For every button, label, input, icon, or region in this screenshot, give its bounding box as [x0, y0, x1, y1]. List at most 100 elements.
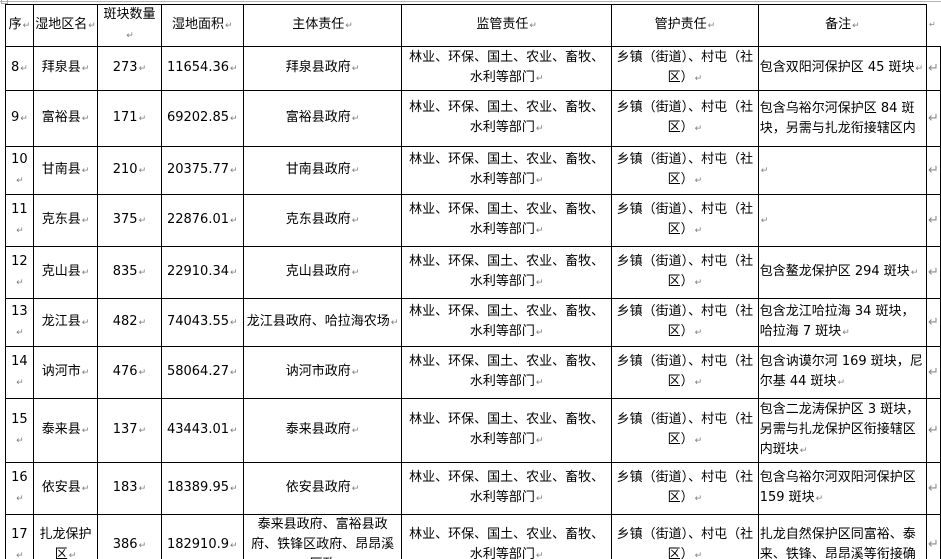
cell-main: 泰来县政府↵	[242, 398, 403, 463]
row-end-mark: ↵	[926, 90, 941, 147]
cell-seq: 14 ↵	[5, 346, 34, 399]
cell-remark: 包含鳌龙保护区 294 斑块↵	[757, 246, 928, 299]
cell-patches: 183↵	[97, 462, 162, 515]
cell-text: 375	[112, 212, 138, 227]
table-handle-artifact	[1, 0, 8, 4]
cell-text: 273	[112, 60, 138, 75]
table-row: 17↵ 扎龙保护区↵ 386↵ 182910.9↵ 泰来县政府、富裕县政府、铁锋区政府、…	[5, 514, 941, 559]
table-row: 10↵ 甘南县↵ 210↵ 20375.77↵ 甘南县政府↵ 林业、环保、国土、农业、畜牧…	[5, 146, 941, 195]
column-header-patches: 斑块数量 ↵	[97, 4, 162, 47]
cell-area: 22910.34↵	[160, 246, 244, 299]
cell-text: 74043.55	[166, 314, 229, 329]
cell-district: 龙江县↵	[32, 298, 99, 347]
cell-remark: 包含龙江哈拉海 34 斑块，哈拉海 7 斑块↵	[757, 298, 928, 347]
table-row: 12↵ 克山县↵ 835↵ 22910.34↵ 克山县政府↵ 林业、环保、国土、农业、畜牧…	[5, 246, 941, 299]
cell-text: 13	[11, 304, 28, 319]
pilcrow-mark: ↵	[694, 436, 703, 446]
cell-text: 17	[11, 526, 28, 542]
cell-remark: 包含双阳河保护区 45 斑块↵	[757, 46, 928, 91]
cell-text: 9	[11, 110, 20, 125]
pilcrow-mark: ↵	[16, 378, 24, 388]
cell-text: 林业、环保、国土、农业、畜牧、水利等部门	[409, 470, 605, 505]
cell-text: 扎龙保护区	[39, 526, 92, 559]
pilcrow-mark: ↵	[707, 21, 716, 31]
column-header-supervision: 监管责任↵	[401, 4, 613, 47]
table-row: 15↵ 泰来县↵ 137↵ 43443.01↵ 泰来县政府↵ 林业、环保、国土、农业、畜牧…	[5, 398, 941, 463]
cell-text: 22876.01	[166, 212, 229, 227]
cell-text: 乡镇（街道）、村屯（社区）	[616, 100, 754, 135]
cell-text: 11654.36	[166, 60, 229, 75]
cell-text: 482	[112, 314, 138, 329]
cell-area: 43443.01↵	[160, 398, 244, 463]
cell-area: 11654.36↵	[160, 46, 244, 91]
cell-remark: 包含乌裕尔河双阳河保护区 159 斑块↵	[757, 462, 928, 515]
cell-seq: 16 ↵	[5, 462, 34, 515]
cell-text: 包含讷谟尔河 169 斑块，尼尔基 44 斑块	[759, 354, 923, 389]
row-end-mark: ↵	[926, 46, 941, 91]
pilcrow-mark: ↵	[16, 176, 24, 186]
cell-patches: 835↵	[97, 246, 162, 299]
cell-supervision: 林业、环保、国土、农业、畜牧、水利等部门↵	[401, 346, 613, 399]
row-end-mark: ↵	[926, 146, 941, 195]
cell-main: 甘南县政府↵	[242, 146, 403, 195]
pilcrow-mark: ↵	[694, 328, 703, 338]
cell-text: 拜泉县	[41, 60, 81, 75]
cell-text: 10	[11, 152, 28, 167]
table-row: 9↵ 富裕县↵ 171↵ 69202.85↵ 富裕县政府↵ 林业、环保、国土、农业、畜牧、…	[5, 90, 941, 147]
cell-text: 386	[112, 536, 138, 552]
cell-text: 龙江县政府、哈拉海农场	[246, 314, 390, 329]
cell-main: 依安县政府↵	[242, 462, 403, 515]
pilcrow-mark: ↵	[535, 494, 544, 504]
cell-text: 讷河市	[41, 364, 81, 379]
pilcrow-mark: ↵	[535, 550, 544, 559]
cell-text: 克东县政府	[285, 212, 351, 227]
pilcrow-mark: ↵	[351, 64, 360, 74]
pilcrow-mark: ↵	[81, 114, 90, 124]
cell-area: 74043.55↵	[160, 298, 244, 347]
cell-area: 20375.77↵	[160, 146, 244, 195]
cell-supervision: 林业、环保、国土、农业、畜牧、水利等部门↵	[401, 514, 613, 559]
cell-text: 210	[112, 162, 138, 177]
cell-text: 58064.27	[166, 364, 229, 379]
cell-text: 林业、环保、国土、农业、畜牧、水利等部门	[409, 254, 605, 289]
cell-text: 甘南县政府	[285, 162, 351, 177]
cell-area: 22876.01↵	[160, 194, 244, 247]
cell-text: 泰来县政府、富裕县政府、铁锋区政府、昂昂溪区政	[251, 517, 395, 559]
pilcrow-mark: ↵	[81, 426, 90, 436]
cell-remark: 包含乌裕尔河保护区 84 斑块，另需与扎龙衔接辖区内	[757, 90, 928, 147]
cell-management: 乡镇（街道）、村屯（社区）↵	[611, 46, 759, 91]
pilcrow-mark: ↵	[694, 226, 703, 236]
cell-seq: 13 ↵	[5, 298, 34, 347]
cell-management: 乡镇（街道）、村屯（社区）↵	[611, 90, 759, 147]
cell-text: 扎龙自然保护区同富裕、泰来、铁锋、昂昂溪等衔接确	[759, 527, 916, 559]
cell-district: 甘南县↵	[32, 146, 99, 195]
cell-seq: 8↵	[5, 46, 34, 91]
pilcrow-mark: ↵	[138, 114, 147, 124]
pilcrow-mark: ↵	[230, 368, 238, 378]
cell-text: 包含乌裕尔河双阳河保护区 159 斑块	[759, 470, 916, 505]
pilcrow-mark: ↵	[760, 216, 769, 226]
pilcrow-mark: ↵	[138, 540, 147, 551]
pilcrow-mark: ↵	[915, 64, 924, 74]
cell-text: 林业、环保、国土、农业、畜牧、水利等部门	[409, 152, 605, 187]
pilcrow-mark: ↵	[230, 268, 238, 278]
cell-district: 泰来县↵	[32, 398, 99, 463]
pilcrow-mark: ↵	[351, 216, 360, 226]
cell-text: 835	[112, 264, 138, 279]
cell-text: 泰来县政府	[285, 422, 351, 437]
pilcrow-mark: ↵	[138, 64, 147, 74]
pilcrow-mark: ↵	[16, 278, 24, 288]
cell-text: 182910.9	[166, 536, 229, 552]
cell-management: 乡镇（街道）、村屯（社区）↵	[611, 514, 759, 559]
cell-text: 171	[112, 110, 138, 125]
column-header-seq: 序↵	[5, 4, 34, 47]
pilcrow-mark: ↵	[230, 540, 238, 551]
pilcrow-mark: ↵	[20, 114, 28, 124]
cell-main: 龙江县政府、哈拉海农场↵	[242, 298, 403, 347]
header-label: 湿地区名	[35, 17, 88, 32]
pilcrow-mark: ↵	[351, 166, 360, 176]
cell-supervision: 林业、环保、国土、农业、畜牧、水利等部门↵	[401, 194, 613, 247]
cell-district: 克山县↵	[32, 246, 99, 299]
header-label: 湿地面积	[171, 17, 224, 32]
